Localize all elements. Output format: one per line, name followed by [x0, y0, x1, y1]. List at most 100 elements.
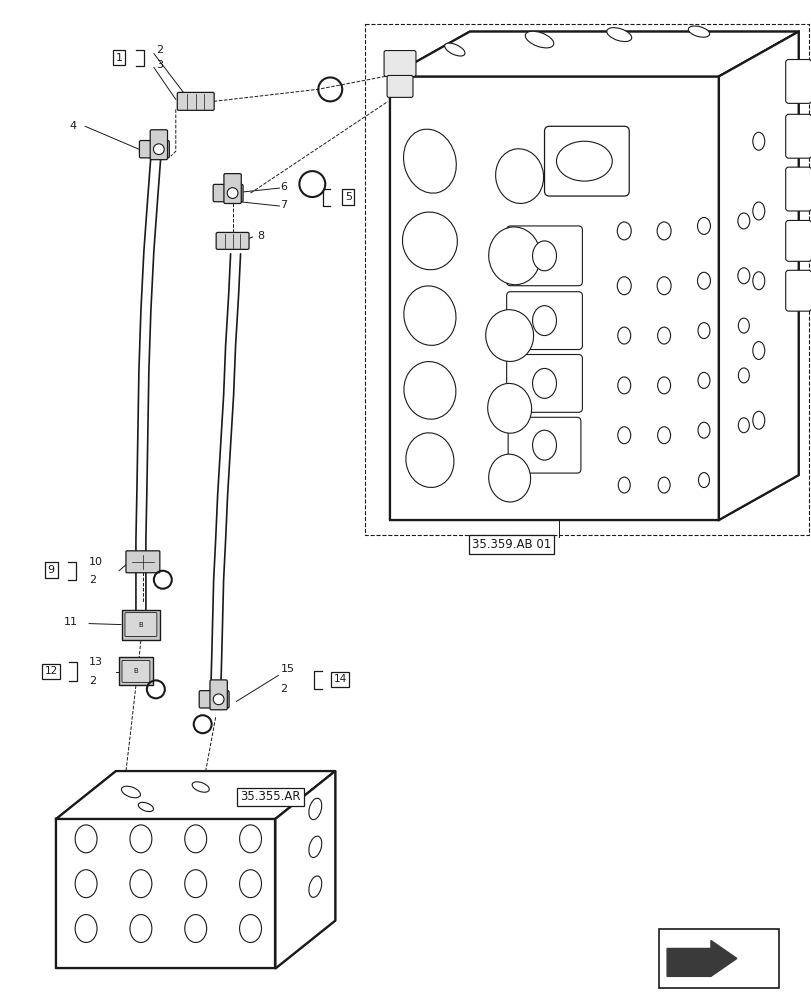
Ellipse shape — [130, 870, 152, 898]
Text: 4: 4 — [70, 121, 76, 131]
Ellipse shape — [657, 427, 670, 444]
Ellipse shape — [697, 217, 710, 234]
Ellipse shape — [495, 149, 543, 203]
FancyBboxPatch shape — [216, 232, 249, 249]
Ellipse shape — [752, 202, 764, 220]
Circle shape — [227, 188, 238, 198]
Text: 14: 14 — [333, 674, 346, 684]
Ellipse shape — [606, 28, 631, 42]
Ellipse shape — [532, 241, 556, 271]
FancyBboxPatch shape — [125, 613, 157, 637]
FancyBboxPatch shape — [122, 660, 150, 682]
Text: 35.359.AB 01: 35.359.AB 01 — [471, 538, 551, 551]
FancyBboxPatch shape — [139, 141, 169, 158]
Text: B: B — [133, 668, 138, 674]
Ellipse shape — [617, 377, 630, 394]
Ellipse shape — [308, 836, 321, 858]
Ellipse shape — [75, 915, 97, 942]
Ellipse shape — [658, 477, 669, 493]
Ellipse shape — [697, 323, 709, 339]
FancyBboxPatch shape — [785, 220, 811, 261]
FancyBboxPatch shape — [508, 417, 580, 473]
Ellipse shape — [752, 272, 764, 290]
Ellipse shape — [737, 418, 749, 433]
Text: 10: 10 — [89, 557, 103, 567]
Ellipse shape — [752, 132, 764, 150]
FancyBboxPatch shape — [785, 114, 811, 158]
FancyBboxPatch shape — [785, 270, 811, 311]
Ellipse shape — [697, 372, 709, 388]
FancyBboxPatch shape — [544, 126, 629, 196]
FancyBboxPatch shape — [122, 610, 160, 640]
Ellipse shape — [737, 213, 749, 229]
Ellipse shape — [239, 870, 261, 898]
Text: 7: 7 — [280, 200, 287, 210]
Text: 12: 12 — [45, 666, 58, 676]
Ellipse shape — [532, 306, 556, 336]
Text: 13: 13 — [89, 657, 103, 667]
Ellipse shape — [657, 377, 670, 394]
Text: 6: 6 — [280, 182, 287, 192]
Ellipse shape — [185, 870, 207, 898]
Polygon shape — [667, 940, 736, 976]
Polygon shape — [56, 819, 275, 968]
Ellipse shape — [308, 876, 321, 897]
Ellipse shape — [130, 825, 152, 853]
Ellipse shape — [737, 368, 749, 383]
FancyBboxPatch shape — [785, 60, 811, 103]
FancyBboxPatch shape — [126, 551, 160, 573]
Bar — [659, 929, 778, 988]
FancyBboxPatch shape — [119, 657, 152, 685]
Ellipse shape — [488, 227, 540, 285]
Ellipse shape — [75, 870, 97, 898]
Text: 2: 2 — [280, 684, 287, 694]
Ellipse shape — [185, 825, 207, 853]
Ellipse shape — [617, 427, 630, 444]
Ellipse shape — [752, 342, 764, 359]
Polygon shape — [389, 76, 718, 520]
Ellipse shape — [697, 473, 709, 488]
Ellipse shape — [616, 222, 630, 240]
Text: 2: 2 — [156, 45, 163, 55]
Ellipse shape — [239, 915, 261, 942]
Polygon shape — [718, 32, 798, 520]
Ellipse shape — [403, 286, 456, 345]
Ellipse shape — [403, 129, 456, 193]
Ellipse shape — [688, 26, 709, 37]
FancyBboxPatch shape — [387, 75, 413, 97]
Ellipse shape — [403, 362, 455, 419]
Ellipse shape — [406, 433, 453, 487]
Text: 35.355.AR: 35.355.AR — [240, 790, 300, 803]
Ellipse shape — [239, 825, 261, 853]
Polygon shape — [275, 771, 335, 968]
Ellipse shape — [138, 802, 153, 812]
Ellipse shape — [185, 915, 207, 942]
Text: B: B — [139, 622, 143, 628]
Circle shape — [153, 144, 164, 155]
Ellipse shape — [130, 915, 152, 942]
Ellipse shape — [752, 411, 764, 429]
Circle shape — [213, 694, 224, 705]
Ellipse shape — [525, 31, 553, 48]
FancyBboxPatch shape — [150, 130, 167, 160]
FancyBboxPatch shape — [506, 226, 581, 286]
FancyBboxPatch shape — [506, 354, 581, 412]
Ellipse shape — [656, 222, 670, 240]
FancyBboxPatch shape — [213, 184, 242, 202]
Text: 3: 3 — [156, 60, 163, 70]
FancyBboxPatch shape — [506, 292, 581, 350]
Ellipse shape — [697, 422, 709, 438]
Ellipse shape — [485, 310, 533, 361]
Polygon shape — [56, 771, 335, 819]
Ellipse shape — [532, 368, 556, 398]
Ellipse shape — [192, 782, 209, 792]
Ellipse shape — [737, 268, 749, 284]
Ellipse shape — [657, 327, 670, 344]
Text: 8: 8 — [256, 231, 264, 241]
FancyBboxPatch shape — [384, 51, 415, 76]
Ellipse shape — [617, 327, 630, 344]
FancyBboxPatch shape — [210, 680, 227, 710]
Text: 2: 2 — [89, 575, 96, 585]
Text: 9: 9 — [48, 565, 54, 575]
Ellipse shape — [402, 212, 457, 270]
